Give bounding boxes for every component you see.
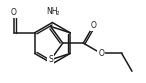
Text: O: O xyxy=(98,49,104,58)
Text: NH: NH xyxy=(46,7,57,16)
Text: O: O xyxy=(11,8,17,17)
Text: 2: 2 xyxy=(55,11,59,16)
Text: O: O xyxy=(91,21,97,30)
Text: S: S xyxy=(48,55,53,64)
